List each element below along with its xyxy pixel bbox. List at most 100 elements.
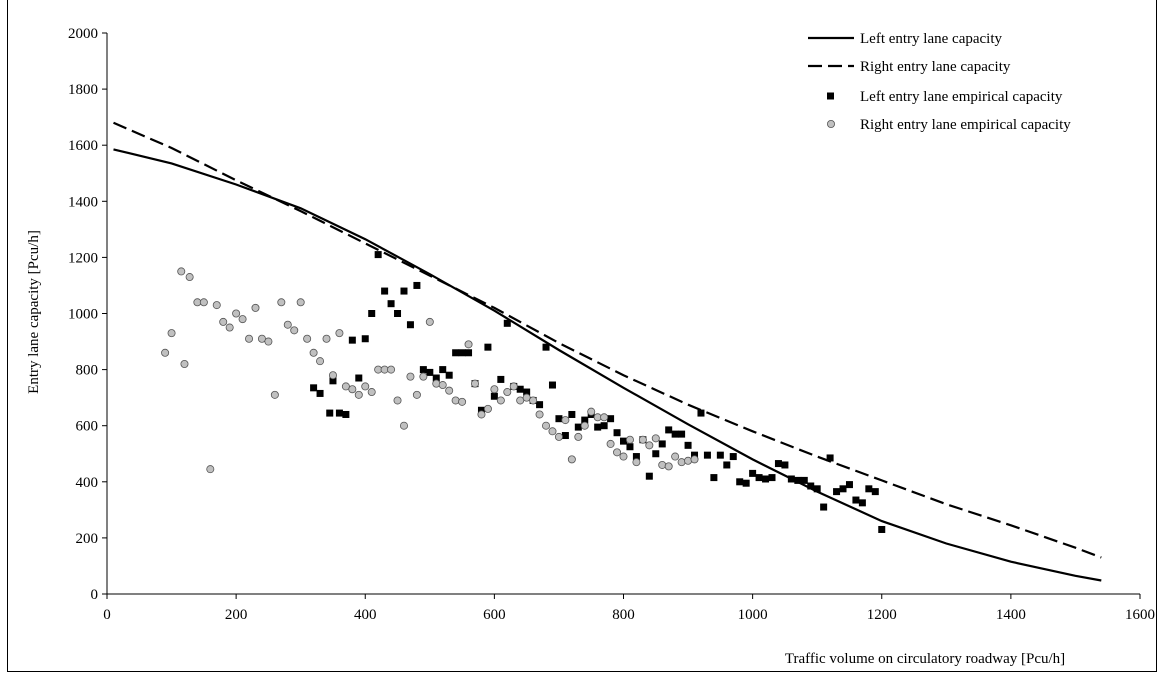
- left-empirical-point: [632, 453, 640, 461]
- right-empirical-point: [303, 334, 312, 343]
- right-empirical-point: [671, 452, 680, 461]
- right-empirical-point: [509, 382, 518, 391]
- right-empirical-point: [458, 397, 467, 406]
- left-empirical-point: [781, 461, 789, 469]
- right-empirical-point: [257, 334, 266, 343]
- right-empirical-point: [651, 434, 660, 443]
- left-empirical-point: [342, 410, 350, 418]
- right-empirical-point: [535, 410, 544, 419]
- right-empirical-point: [600, 413, 609, 422]
- right-empirical-point: [328, 371, 337, 380]
- x-tick-label: 600: [483, 607, 506, 623]
- right-empirical-point: [412, 390, 421, 399]
- right-empirical-point: [645, 441, 654, 450]
- left-empirical-point: [368, 310, 376, 317]
- right-capacity-line: [113, 121, 1102, 559]
- y-tick-label: 1800: [68, 82, 98, 98]
- right-empirical-point: [199, 298, 208, 307]
- right-empirical-point: [638, 435, 647, 444]
- right-empirical-point: [296, 298, 305, 307]
- x-tick-label: 400: [354, 607, 377, 623]
- left-empirical-point: [497, 375, 505, 383]
- right-empirical-point: [251, 303, 260, 312]
- right-empirical-point: [625, 435, 634, 444]
- right-empirical-point: [245, 334, 254, 343]
- y-tick-label: 1000: [68, 307, 98, 323]
- left-empirical-point: [316, 389, 324, 397]
- right-empirical-point: [419, 372, 428, 381]
- right-empirical-point: [177, 267, 186, 276]
- right-empirical-point: [387, 365, 396, 374]
- left-empirical-point: [626, 443, 634, 451]
- right-empirical-point: [490, 385, 499, 394]
- right-empirical-point: [561, 416, 570, 425]
- empirical-points: [161, 251, 886, 533]
- right-empirical-point: [503, 388, 512, 397]
- x-tick-label: 1600: [1125, 607, 1155, 623]
- right-empirical-point: [180, 359, 189, 368]
- left-empirical-point: [326, 409, 334, 417]
- right-empirical-point: [335, 329, 344, 338]
- left-empirical-point: [458, 349, 466, 357]
- left-empirical-point: [329, 377, 337, 385]
- left-empirical-point: [833, 488, 841, 496]
- right-empirical-point: [483, 404, 492, 413]
- left-empirical-point: [387, 300, 395, 308]
- right-empirical-point: [684, 456, 693, 465]
- right-empirical-point: [361, 382, 370, 391]
- left-empirical-point: [710, 474, 718, 482]
- left-empirical-point: [620, 437, 627, 445]
- left-empirical-point: [568, 410, 576, 418]
- x-tick-label: 1400: [996, 607, 1026, 623]
- legend: Left entry lane capacity Right entry lane…: [808, 31, 1071, 133]
- right-empirical-point: [367, 388, 376, 397]
- left-empirical-point: [645, 472, 653, 480]
- left-capacity-line: [113, 148, 1102, 582]
- left-empirical-point: [581, 416, 589, 424]
- left-empirical-point: [381, 287, 389, 295]
- x-tick-label: 0: [103, 607, 111, 623]
- right-empirical-point: [542, 421, 551, 430]
- left-empirical-point: [607, 415, 615, 423]
- left-empirical-point: [439, 366, 447, 374]
- left-empirical-point: [762, 475, 770, 483]
- left-empirical-point: [503, 319, 511, 327]
- right-empirical-point: [348, 385, 357, 394]
- left-empirical-point: [536, 401, 544, 409]
- right-empirical-point: [619, 452, 628, 461]
- left-empirical-point: [697, 409, 705, 417]
- legend-label: Right entry lane empirical capacity: [860, 117, 1071, 133]
- right-empirical-point: [451, 396, 460, 405]
- left-empirical-point: [820, 503, 828, 511]
- left-empirical-point: [613, 429, 621, 437]
- y-tick-label: 200: [76, 531, 99, 547]
- left-empirical-point: [691, 451, 699, 459]
- axes: 0 200 400 600 800 1000 1200 1400 1600 1800 2000 0 20…: [68, 26, 1155, 623]
- left-empirical-point: [800, 476, 808, 484]
- left-empirical-point: [426, 368, 434, 376]
- legend-label: Right entry lane capacity: [860, 59, 1011, 75]
- legend-label: Left entry lane empirical capacity: [860, 89, 1063, 105]
- left-empirical-point: [768, 474, 776, 482]
- right-empirical-point: [219, 317, 228, 326]
- left-empirical-point: [452, 349, 460, 357]
- right-empirical-point: [354, 390, 363, 399]
- left-empirical-point: [774, 460, 782, 468]
- left-empirical-point: [310, 384, 318, 392]
- left-empirical-point: [729, 453, 737, 461]
- right-empirical-point: [399, 421, 408, 430]
- left-empirical-point: [826, 454, 834, 462]
- left-empirical-point: [813, 485, 821, 493]
- left-empirical-point: [658, 440, 666, 448]
- legend-swatch: [827, 120, 836, 129]
- left-empirical-point: [755, 474, 763, 482]
- left-empirical-point: [477, 406, 485, 414]
- right-empirical-point: [438, 381, 447, 390]
- left-empirical-point: [542, 343, 550, 351]
- left-empirical-point: [807, 482, 815, 490]
- left-empirical-point: [736, 478, 744, 486]
- right-empirical-point: [574, 432, 583, 441]
- right-empirical-point: [477, 410, 486, 419]
- left-empirical-point: [355, 374, 363, 382]
